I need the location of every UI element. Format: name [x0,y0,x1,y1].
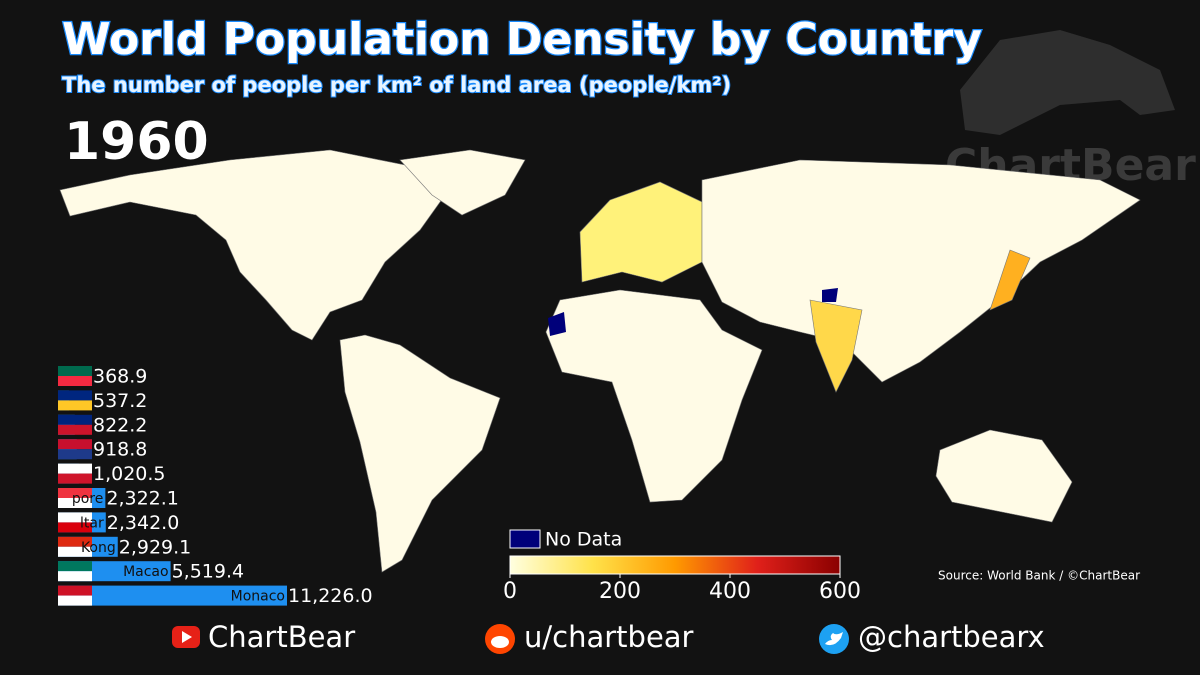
flag [58,561,92,572]
no-data-region [548,312,566,336]
flag [58,414,92,425]
reddit-handle[interactable]: u/chartbear [524,620,694,654]
flag [58,546,92,557]
south-america [339,334,501,573]
no-data-label: No Data [545,529,622,551]
flag [58,571,92,582]
no-data-region [822,288,838,302]
flag [58,488,92,498]
flag [58,366,92,376]
flag [58,585,92,596]
world-map [59,149,1141,573]
watermark-logo [960,30,1175,135]
bar-value-label: 918.8 [93,439,147,461]
flag [58,439,92,450]
bar-value-label: 537.2 [93,390,147,412]
flag [58,473,92,484]
bar-value-label: 2,342.0 [107,512,180,534]
colorbar [509,555,841,575]
bar-category-label: Monaco [231,589,285,605]
flag [58,498,92,508]
reddit-icon-face [491,636,509,648]
flag [58,512,92,523]
twitter-handle[interactable]: @chartbearx [858,620,1045,654]
no-data-swatch [509,529,541,549]
bar-category-label: Macao [123,564,169,580]
colorbar-tick-label: 400 [709,579,751,604]
north-america [59,149,446,341]
australia [935,429,1073,523]
youtube-icon-play [182,631,192,643]
flag [58,390,92,401]
year: 1960 [64,112,209,172]
bar-value-label: 2,929.1 [119,536,192,558]
youtube-handle[interactable]: ChartBear [208,620,355,654]
japan [989,249,1031,311]
colorbar-tick-label: 0 [503,579,517,604]
europe [579,181,703,283]
flag [58,463,92,474]
colorbar-tick-label: 600 [819,579,861,604]
bar-value-label: 368.9 [93,366,147,388]
flag [58,522,92,533]
source: Source: World Bank / ©ChartBear [938,569,1140,583]
africa [545,289,763,503]
flag [58,400,92,411]
india [809,299,863,393]
flag [58,449,92,460]
bar [58,585,287,606]
flag [58,376,92,386]
twitter-icon-bird [825,632,843,646]
flag [58,595,92,606]
title: World Population Density by Country [62,14,982,65]
flag [58,424,92,435]
greenland [399,149,526,216]
bar-value-label: 1,020.5 [93,463,166,485]
bar-category-label: pore [72,491,104,507]
bar-category-label: ltar [80,515,104,531]
colorbar-tick-label: 200 [599,579,641,604]
subtitle: The number of people per km² of land are… [62,73,731,97]
bar-value-label: 5,519.4 [172,561,245,583]
bar-value-label: 2,322.1 [106,488,179,510]
flag [58,536,92,547]
bar-category-label: Kong [81,540,116,556]
bar-value-label: 11,226.0 [288,585,373,607]
asia [701,159,1141,383]
bar-value-label: 822.2 [93,414,147,436]
